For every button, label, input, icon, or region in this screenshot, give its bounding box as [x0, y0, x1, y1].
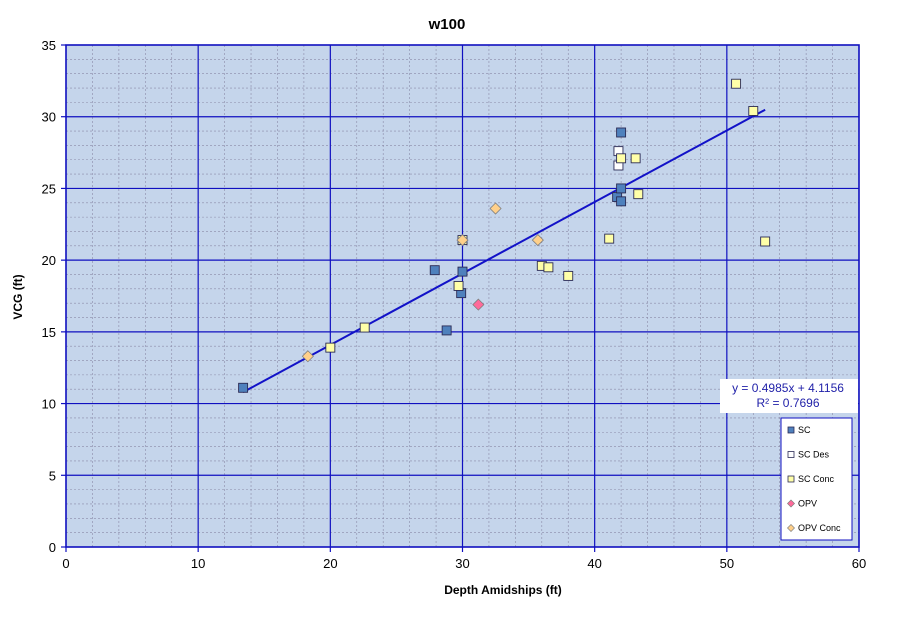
point-sc — [616, 196, 627, 207]
point-sc — [616, 183, 627, 194]
x-tick-label: 60 — [852, 556, 866, 571]
legend-marker-sc — [787, 426, 795, 434]
y-tick-label: 35 — [42, 38, 56, 53]
point-sc-conc — [630, 153, 641, 164]
y-tick-label: 10 — [42, 397, 56, 412]
point-sc-conc — [543, 262, 554, 273]
legend-label-sc: SC — [798, 425, 811, 435]
legend-label-sc-des: SC Des — [798, 450, 830, 460]
point-opv-conc — [489, 202, 502, 215]
x-tick-label: 10 — [191, 556, 205, 571]
point-sc-conc — [604, 233, 615, 244]
x-axis-label: Depth Amidships (ft) — [444, 583, 562, 597]
point-opv — [472, 298, 485, 311]
point-sc-conc — [616, 153, 627, 164]
y-axis-tick-labels: 0 5 10 15 20 25 30 35 — [42, 38, 56, 555]
point-sc — [429, 265, 440, 276]
legend-marker-sc-conc — [787, 475, 795, 483]
y-tick-label: 15 — [42, 325, 56, 340]
legend-label-opv: OPV — [798, 499, 817, 509]
x-tick-label: 50 — [720, 556, 734, 571]
point-sc-conc — [748, 106, 759, 116]
legend-marker-opv-conc — [787, 524, 795, 532]
point-sc — [616, 127, 627, 138]
trend-equation-box — [720, 379, 858, 413]
data-points — [238, 78, 771, 393]
point-opv-conc — [456, 233, 469, 247]
y-tick-label: 5 — [49, 468, 56, 483]
chart-title: w100 — [428, 16, 466, 33]
x-axis-tick-labels: 0 10 20 30 40 50 60 — [62, 556, 866, 571]
x-tick-label: 20 — [323, 556, 337, 571]
legend-label-opv-conc: OPV Conc — [798, 523, 841, 533]
y-tick-label: 0 — [49, 540, 56, 555]
point-sc-conc — [325, 342, 336, 353]
y-tick-label: 30 — [42, 110, 56, 125]
y-tick-label: 20 — [42, 253, 56, 268]
point-sc-conc — [760, 236, 771, 247]
trend-equation: y = 0.4985x + 4.1156 — [732, 381, 844, 395]
y-tick-label: 25 — [42, 181, 56, 196]
x-tick-label: 0 — [62, 556, 69, 571]
point-sc — [441, 325, 452, 336]
point-sc — [457, 266, 468, 277]
point-opv-conc — [301, 350, 314, 363]
point-opv-conc — [531, 233, 544, 247]
x-tick-label: 30 — [455, 556, 469, 571]
point-sc-conc — [731, 78, 742, 89]
trend-r-squared: R² = 0.7696 — [756, 396, 819, 410]
point-sc-conc — [359, 322, 370, 333]
point-sc-conc — [453, 281, 464, 291]
point-sc-conc — [563, 270, 574, 281]
legend-marker-opv — [787, 499, 795, 508]
x-tick-label: 40 — [587, 556, 601, 571]
point-sc — [238, 382, 249, 393]
legend-marker-sc-des — [787, 451, 795, 458]
point-sc-conc — [633, 189, 644, 200]
legend: SC SC Des SC Conc OPV OPV Conc — [787, 425, 841, 533]
y-axis-label: VCG (ft) — [11, 274, 25, 319]
legend-label-sc-conc: SC Conc — [798, 474, 835, 484]
plot-border — [65, 44, 860, 548]
